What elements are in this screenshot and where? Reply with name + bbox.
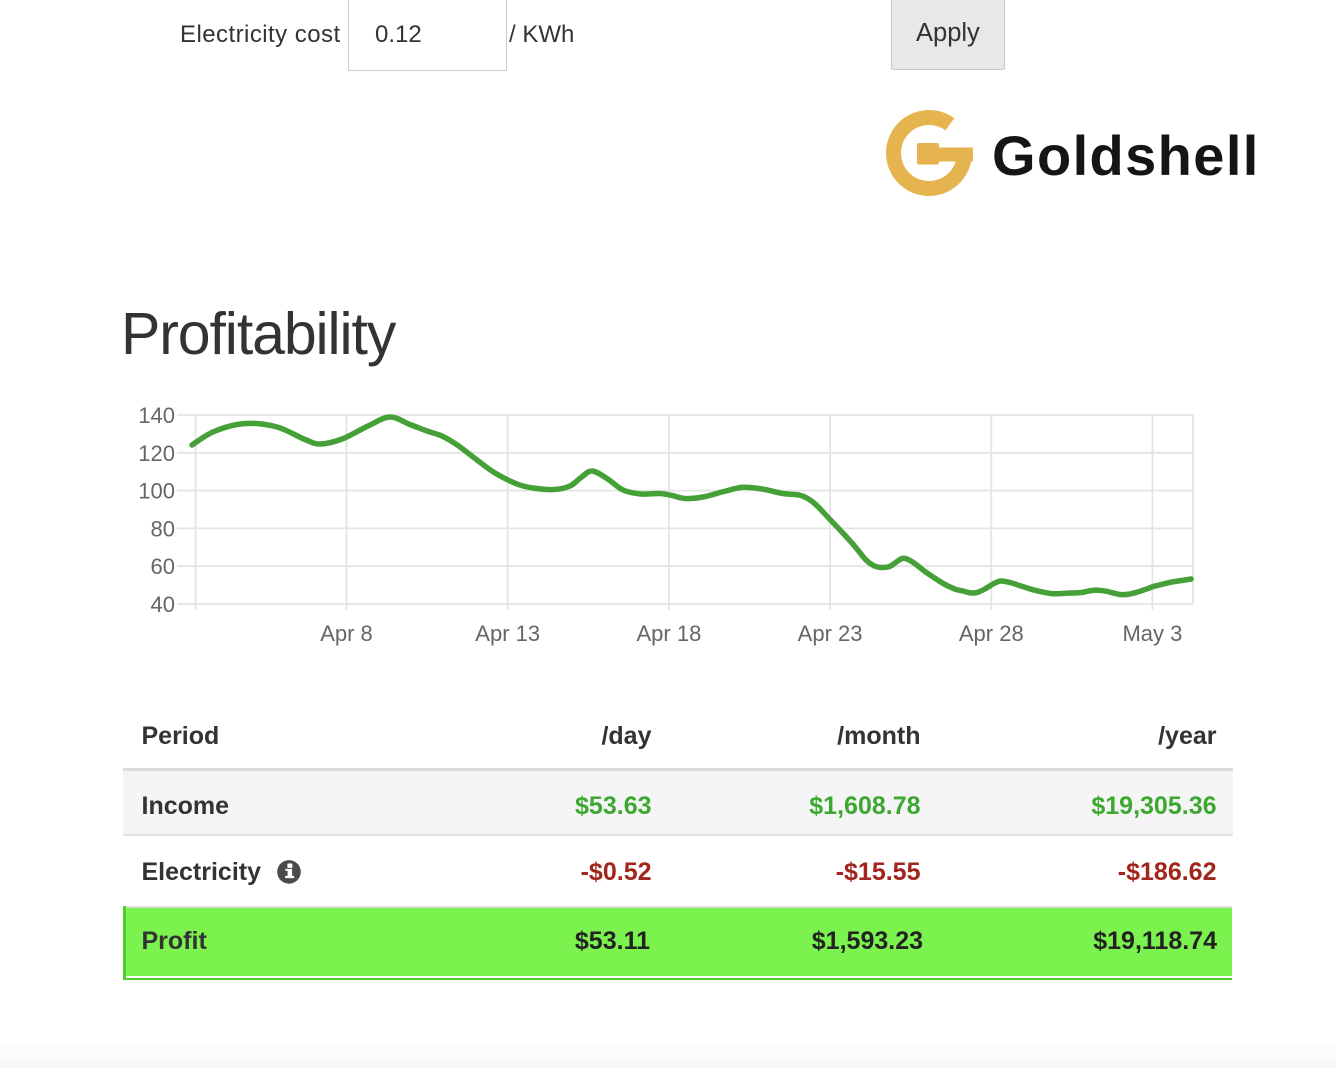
svg-text:Apr 23: Apr 23 xyxy=(798,621,863,646)
svg-text:120: 120 xyxy=(138,441,175,466)
svg-text:80: 80 xyxy=(151,516,175,541)
svg-text:60: 60 xyxy=(151,554,175,579)
svg-text:May 3: May 3 xyxy=(1122,621,1182,646)
svg-text:40: 40 xyxy=(151,592,175,617)
svg-text:Apr 28: Apr 28 xyxy=(959,621,1024,646)
svg-text:140: 140 xyxy=(138,403,175,428)
svg-text:Apr 8: Apr 8 xyxy=(320,621,373,646)
svg-text:100: 100 xyxy=(138,479,175,504)
svg-text:Apr 13: Apr 13 xyxy=(475,621,540,646)
svg-text:Apr 18: Apr 18 xyxy=(636,621,701,646)
